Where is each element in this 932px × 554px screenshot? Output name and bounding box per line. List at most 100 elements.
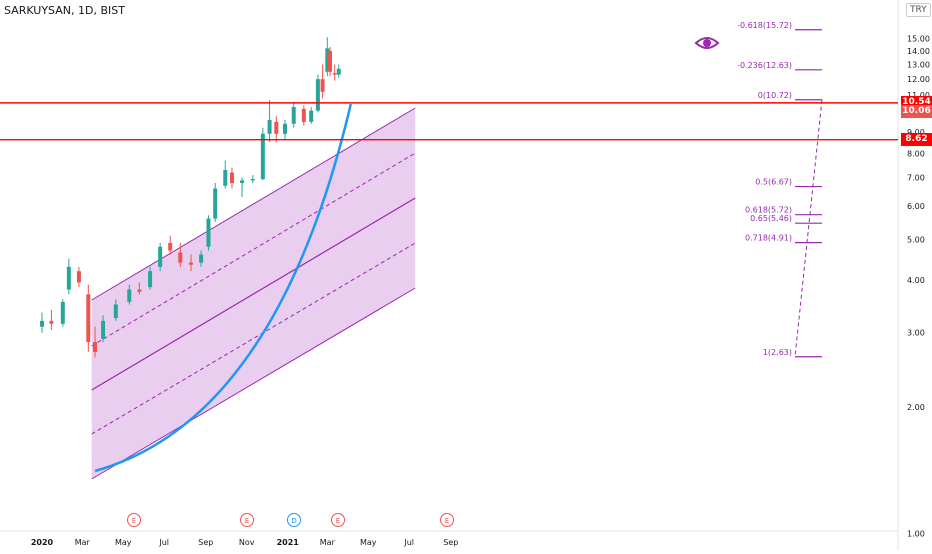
event-marker[interactable]: E bbox=[331, 513, 345, 527]
event-circle bbox=[240, 513, 254, 527]
candle-body bbox=[86, 294, 91, 343]
x-tick-label: Jul bbox=[158, 538, 169, 547]
fib-level-label: 0.5(6.67) bbox=[755, 178, 792, 187]
candle-series bbox=[40, 37, 341, 358]
x-tick-label: Nov bbox=[239, 538, 255, 547]
candle-body bbox=[158, 246, 163, 267]
fib-level-label: 0.65(5.46) bbox=[750, 214, 792, 223]
candle-body bbox=[320, 79, 325, 92]
y-tick-label: 14.00 bbox=[907, 47, 930, 56]
event-circle bbox=[331, 513, 345, 527]
y-tick-label: 8.00 bbox=[907, 149, 925, 158]
x-tick-label: 2020 bbox=[31, 538, 54, 547]
y-tick-label: 7.00 bbox=[907, 174, 925, 183]
candle-body bbox=[315, 79, 320, 111]
candle-body bbox=[93, 342, 98, 352]
event-label: E bbox=[245, 517, 249, 525]
fib-level-label: 1(2.63) bbox=[763, 348, 792, 357]
x-tick-label: Sep bbox=[198, 538, 213, 547]
event-marker[interactable]: E bbox=[127, 513, 141, 527]
candle-body bbox=[148, 271, 153, 288]
channel-lower[interactable] bbox=[91, 287, 416, 480]
y-tick-label: 13.00 bbox=[907, 61, 930, 70]
eye-icon[interactable] bbox=[694, 37, 720, 49]
y-tick-label: 11.00 bbox=[907, 91, 930, 100]
candle-body bbox=[213, 188, 218, 219]
y-tick-label: 12.00 bbox=[907, 75, 930, 84]
y-tick-label: 9.00 bbox=[907, 128, 925, 137]
parabolic-curve[interactable] bbox=[94, 103, 353, 473]
x-axis-ticks: 2020 Mar May Jul Sep Nov 2021 Mar May Jul Sep bbox=[31, 538, 458, 547]
candle-body bbox=[267, 119, 272, 134]
fib-trend-line bbox=[794, 99, 823, 357]
event-label: E bbox=[336, 517, 340, 525]
y-tick-label: 15.00 bbox=[907, 34, 930, 43]
event-label: D bbox=[291, 517, 296, 525]
x-tick-label: Mar bbox=[320, 538, 336, 547]
y-tick-label: 6.00 bbox=[907, 202, 925, 211]
fib-level-label: -0.618(15.72) bbox=[737, 21, 792, 30]
candle-body bbox=[206, 218, 211, 247]
event-marker[interactable]: E bbox=[440, 513, 454, 527]
fib-level-label: 0(10.72) bbox=[758, 91, 792, 100]
event-circle bbox=[127, 513, 141, 527]
candle-body bbox=[40, 320, 44, 327]
candle-body bbox=[229, 172, 234, 184]
fib-level-label: -0.236(12.63) bbox=[737, 61, 792, 70]
candle-body bbox=[189, 262, 194, 265]
candle-body bbox=[49, 320, 54, 324]
horizontal-lines[interactable] bbox=[0, 102, 898, 141]
event-marker[interactable]: E bbox=[240, 513, 254, 527]
x-tick-label: Jul bbox=[403, 538, 414, 547]
fib-level-label: 0.718(4.91) bbox=[745, 234, 792, 243]
candle-body bbox=[60, 301, 65, 324]
symbol-title: SARKUYSAN, 1D, BIST bbox=[4, 4, 125, 17]
y-tick-label: 4.00 bbox=[907, 276, 925, 285]
y-tick-label: 2.00 bbox=[907, 403, 925, 412]
candle-body bbox=[309, 110, 314, 122]
candle-body bbox=[199, 254, 204, 263]
x-tick-label: May bbox=[360, 538, 377, 547]
price-level-tag: 8.62 bbox=[901, 133, 932, 147]
x-tick-label: Mar bbox=[75, 538, 91, 547]
candle-body bbox=[127, 289, 132, 302]
candle-body bbox=[101, 320, 106, 339]
price-axis[interactable] bbox=[898, 0, 932, 550]
candle-body bbox=[325, 48, 330, 72]
candle-body bbox=[327, 50, 332, 72]
candle-body bbox=[113, 304, 118, 319]
event-label: E bbox=[132, 517, 136, 525]
candle-body bbox=[260, 133, 265, 180]
candle-body bbox=[336, 68, 341, 75]
regression-channel[interactable] bbox=[91, 107, 416, 480]
y-tick-label: 1.00 bbox=[907, 530, 925, 539]
parabola-line[interactable] bbox=[94, 103, 353, 473]
candle-body bbox=[76, 271, 81, 283]
candle-body bbox=[168, 242, 173, 251]
candle-body bbox=[250, 179, 255, 181]
candle-body bbox=[301, 108, 306, 122]
candle-body bbox=[332, 73, 337, 75]
candle-body bbox=[274, 121, 279, 134]
candle-body bbox=[240, 180, 245, 184]
x-tick-label: 2021 bbox=[277, 538, 300, 547]
candle-body bbox=[178, 252, 183, 263]
channel-median[interactable] bbox=[91, 197, 416, 391]
candle-body bbox=[291, 107, 296, 124]
event-marker[interactable]: D bbox=[287, 513, 301, 527]
candle-body bbox=[66, 266, 71, 290]
event-circle bbox=[287, 513, 301, 527]
fibonacci-levels[interactable]: -0.618(15.72) -0.236(12.63) 0(10.72) 0.5(6.… bbox=[737, 21, 823, 358]
x-tick-label: May bbox=[115, 538, 132, 547]
x-tick-label: Sep bbox=[443, 538, 458, 547]
y-tick-label: 3.00 bbox=[907, 329, 925, 338]
y-tick-label: 5.00 bbox=[907, 235, 925, 244]
candle-body bbox=[283, 123, 288, 134]
candle-body bbox=[223, 170, 228, 186]
event-label: E bbox=[445, 517, 449, 525]
candle-body bbox=[137, 289, 142, 292]
currency-badge[interactable]: TRY bbox=[906, 3, 931, 17]
